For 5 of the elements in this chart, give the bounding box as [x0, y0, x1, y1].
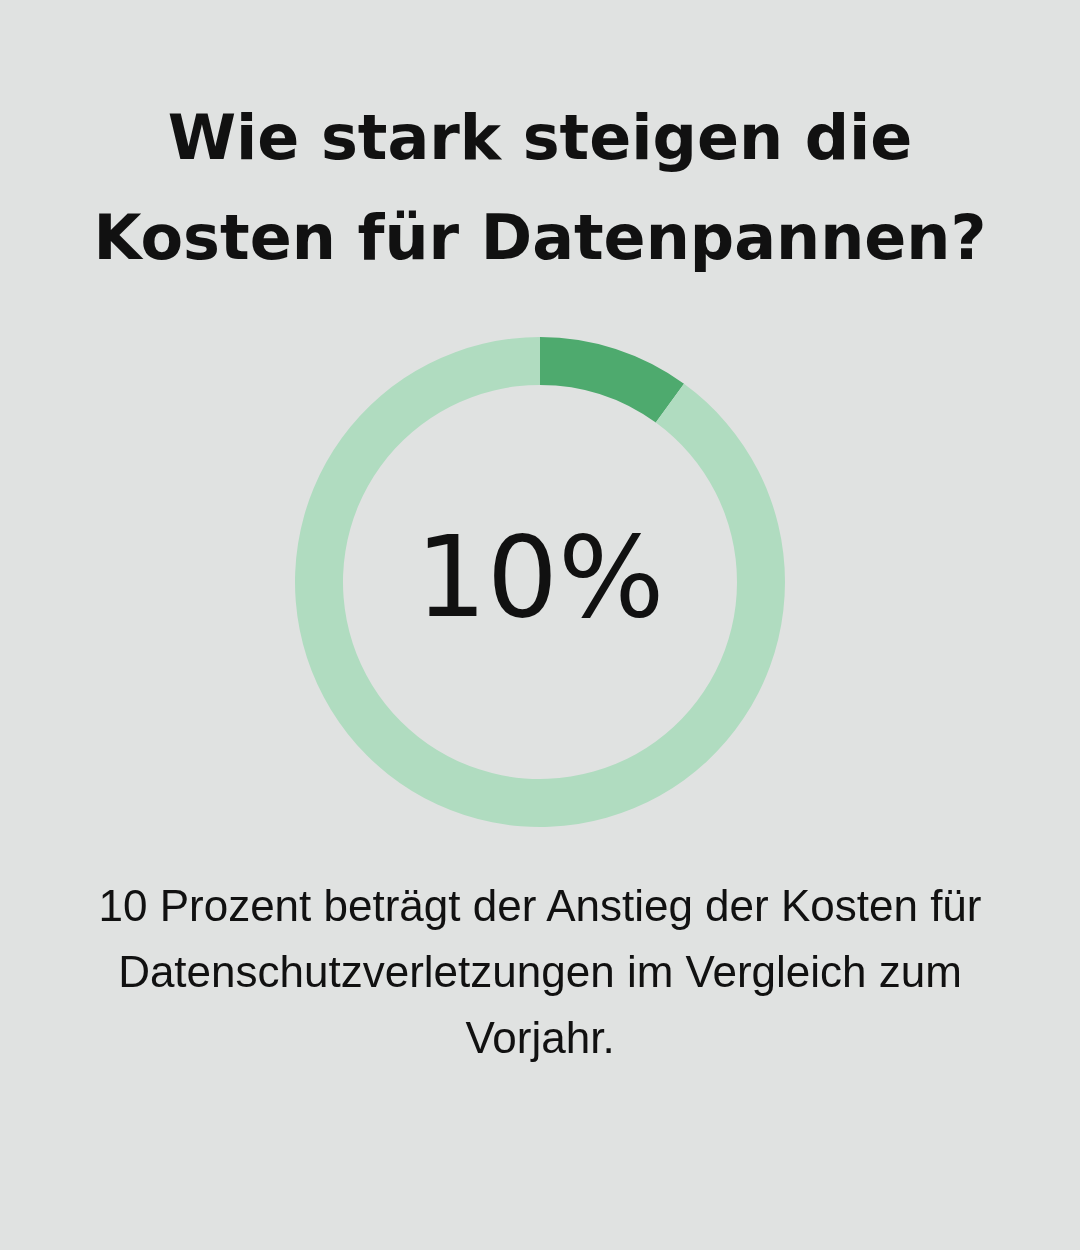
- donut-slice: [540, 337, 685, 423]
- data-label: 10%: [415, 512, 665, 642]
- chart-title: Wie stark steigen die Kosten für Datenpannen?: [93, 101, 987, 274]
- donut-slice: [295, 337, 785, 827]
- text: 10 Prozent beträgt der Anstieg der Kosten für Datenschutzverletzungen im Vergleich zum Vorjahr.: [98, 881, 982, 1062]
